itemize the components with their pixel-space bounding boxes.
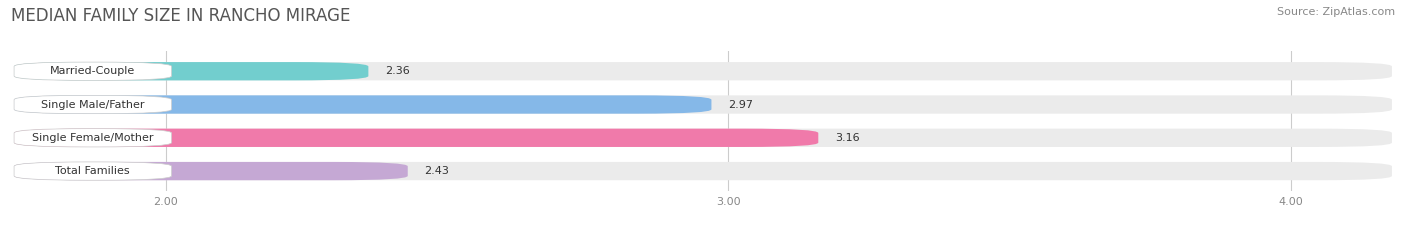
FancyBboxPatch shape [14,62,368,80]
Text: MEDIAN FAMILY SIZE IN RANCHO MIRAGE: MEDIAN FAMILY SIZE IN RANCHO MIRAGE [11,7,350,25]
Text: Married-Couple: Married-Couple [51,66,135,76]
Text: Single Female/Mother: Single Female/Mother [32,133,153,143]
Text: Single Male/Father: Single Male/Father [41,99,145,110]
FancyBboxPatch shape [14,95,711,114]
FancyBboxPatch shape [14,129,818,147]
FancyBboxPatch shape [14,129,172,147]
Text: 3.16: 3.16 [835,133,860,143]
FancyBboxPatch shape [14,62,172,80]
Text: 2.36: 2.36 [385,66,411,76]
FancyBboxPatch shape [14,162,1392,180]
FancyBboxPatch shape [14,95,172,114]
FancyBboxPatch shape [14,129,1392,147]
Text: 2.43: 2.43 [425,166,450,176]
FancyBboxPatch shape [14,95,1392,114]
FancyBboxPatch shape [14,162,408,180]
FancyBboxPatch shape [14,162,172,180]
Text: Total Families: Total Families [55,166,131,176]
Text: Source: ZipAtlas.com: Source: ZipAtlas.com [1277,7,1395,17]
Text: 2.97: 2.97 [728,99,754,110]
FancyBboxPatch shape [14,62,1392,80]
